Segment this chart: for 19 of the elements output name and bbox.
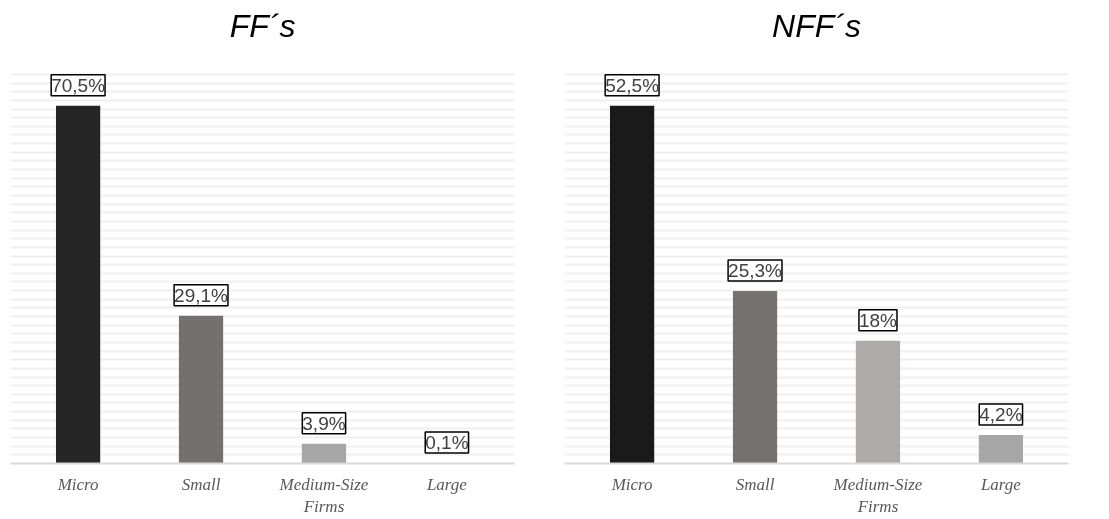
- bar: [732, 291, 778, 464]
- bar: [978, 434, 1024, 464]
- bar: [609, 105, 655, 464]
- data-label: 25,3%: [728, 260, 783, 282]
- x-tick-label: Micro: [610, 474, 653, 494]
- x-tick-label: Small: [735, 474, 775, 494]
- bar: [855, 340, 901, 464]
- x-tick-label: Small: [181, 474, 221, 494]
- chart-title: FF´s: [229, 7, 296, 44]
- x-tick-label: Medium-Size Firms: [832, 474, 923, 517]
- x-tick-label: Large: [979, 474, 1022, 494]
- chart-title: NFF´s: [772, 7, 861, 44]
- data-label: 3,9%: [302, 412, 346, 434]
- data-label: 18%: [858, 309, 898, 331]
- x-tick-label: Micro: [56, 474, 99, 494]
- data-label: 29,1%: [174, 284, 229, 306]
- x-tick-label: Medium-Size Firms: [278, 474, 369, 517]
- x-tick-label: Large: [425, 474, 468, 494]
- data-label: 0,1%: [425, 431, 469, 453]
